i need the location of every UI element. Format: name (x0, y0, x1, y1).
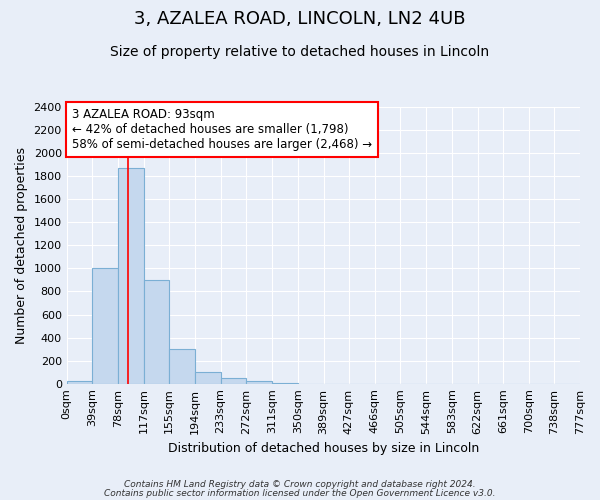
Text: Contains public sector information licensed under the Open Government Licence v3: Contains public sector information licen… (104, 488, 496, 498)
Bar (247, 382, 272, 384)
Bar (118, 168, 144, 384)
Text: 3 AZALEA ROAD: 93sqm
← 42% of detached houses are smaller (1,798)
58% of semi-de: 3 AZALEA ROAD: 93sqm ← 42% of detached h… (72, 108, 372, 152)
X-axis label: Distribution of detached houses by size in Lincoln: Distribution of detached houses by size … (168, 442, 479, 455)
Bar (221, 378, 247, 384)
Bar (169, 349, 195, 384)
Text: Size of property relative to detached houses in Lincoln: Size of property relative to detached ho… (110, 45, 490, 59)
Text: Contains HM Land Registry data © Crown copyright and database right 2024.: Contains HM Land Registry data © Crown c… (124, 480, 476, 489)
Bar (92, 268, 118, 384)
Y-axis label: Number of detached properties: Number of detached properties (15, 147, 28, 344)
Bar (144, 280, 169, 384)
Text: 3, AZALEA ROAD, LINCOLN, LN2 4UB: 3, AZALEA ROAD, LINCOLN, LN2 4UB (134, 10, 466, 28)
Bar (195, 372, 221, 384)
Bar (67, 382, 92, 384)
